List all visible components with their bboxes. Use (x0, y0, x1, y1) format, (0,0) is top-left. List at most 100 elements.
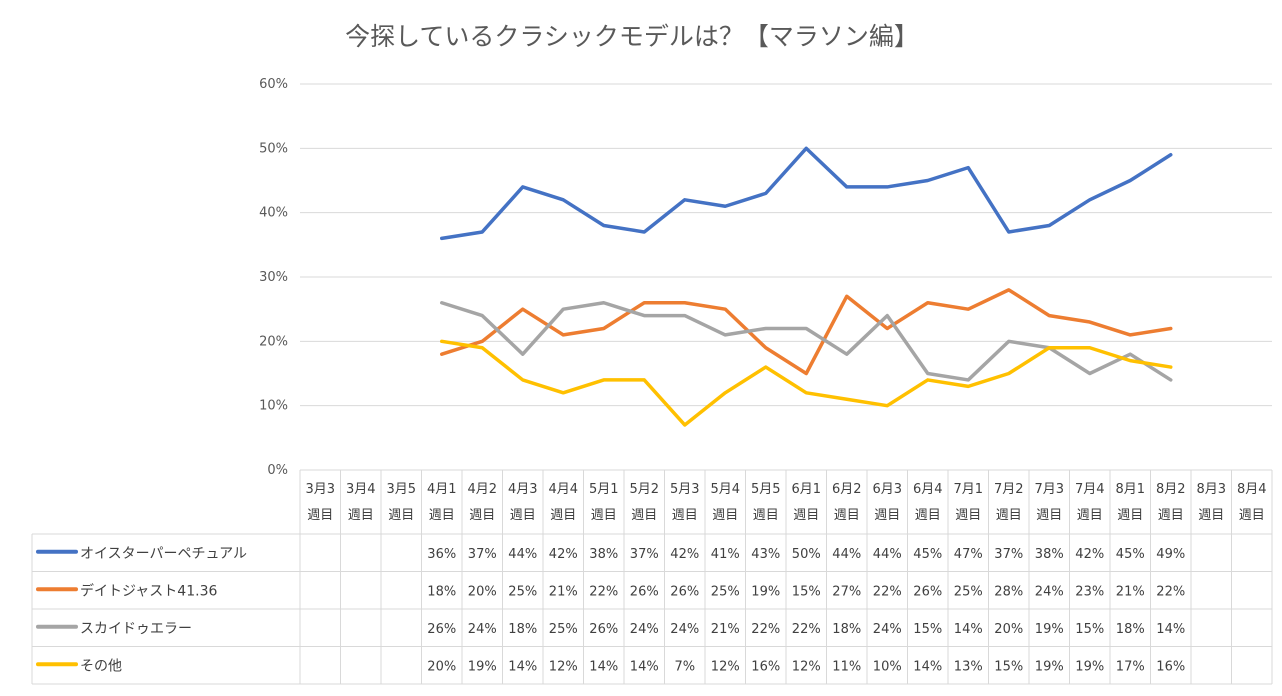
x-tick-label: 8月4 週目 (1237, 482, 1267, 523)
svg-text:8月3: 8月3 (1196, 482, 1226, 497)
svg-text:週目: 週目 (469, 508, 495, 523)
y-axis: 0% 10% 20% 30% 40% 50% 60% (259, 77, 288, 478)
svg-text:週目: 週目 (348, 508, 374, 523)
data-label: 25% (711, 584, 740, 599)
data-label: 14% (589, 659, 618, 674)
x-tick-label: 3月5 週目 (386, 482, 416, 523)
data-label: 13% (954, 659, 983, 674)
data-label: 27% (832, 584, 861, 599)
svg-text:週目: 週目 (1158, 508, 1184, 523)
series-lines (440, 146, 1173, 427)
svg-text:週目: 週目 (307, 508, 333, 523)
svg-text:8月4: 8月4 (1237, 482, 1267, 497)
svg-text:週目: 週目 (631, 508, 657, 523)
data-label: 26% (630, 584, 659, 599)
x-tick-label: 8月1 週目 (1115, 482, 1145, 523)
svg-text:7月2: 7月2 (994, 482, 1024, 497)
x-tick-label: 4月1 週目 (427, 482, 457, 523)
x-tick-label: 5月3 週目 (670, 482, 700, 523)
svg-text:4月4: 4月4 (548, 482, 578, 497)
svg-text:7月1: 7月1 (953, 482, 983, 497)
x-tick-label: 5月5 週目 (751, 482, 781, 523)
svg-text:週目: 週目 (591, 508, 617, 523)
data-label: 7% (674, 659, 695, 674)
data-label: 43% (751, 547, 780, 562)
x-tick-label: 6月3 週目 (872, 482, 902, 523)
data-label: 23% (1075, 584, 1104, 599)
svg-text:週目: 週目 (1117, 508, 1143, 523)
data-label: 25% (508, 584, 537, 599)
data-label: 15% (792, 584, 821, 599)
data-label: 24% (630, 622, 659, 637)
svg-text:5月3: 5月3 (670, 482, 700, 497)
svg-text:6月1: 6月1 (791, 482, 821, 497)
data-label: 22% (873, 584, 902, 599)
data-label: 26% (913, 584, 942, 599)
data-label: 18% (1116, 622, 1145, 637)
y-tick-label: 10% (259, 399, 288, 414)
y-tick-label: 0% (267, 463, 288, 478)
svg-text:週目: 週目 (955, 508, 981, 523)
data-label: 24% (1035, 584, 1064, 599)
data-label: 21% (1116, 584, 1145, 599)
data-label: 14% (1156, 622, 1185, 637)
svg-text:5月4: 5月4 (710, 482, 740, 497)
svg-text:週目: 週目 (793, 508, 819, 523)
svg-text:週目: 週目 (834, 508, 860, 523)
data-label: 15% (1075, 622, 1104, 637)
data-label: 47% (954, 547, 983, 562)
x-tick-label: 6月4 週目 (913, 482, 943, 523)
data-label: 14% (913, 659, 942, 674)
y-tick-label: 40% (259, 206, 288, 221)
data-label: 28% (994, 584, 1023, 599)
data-label: 20% (468, 584, 497, 599)
series-line (440, 288, 1173, 376)
svg-text:5月5: 5月5 (751, 482, 781, 497)
data-label: 26% (670, 584, 699, 599)
svg-text:6月3: 6月3 (872, 482, 902, 497)
data-label: 24% (670, 622, 699, 637)
data-label: 22% (1156, 584, 1185, 599)
svg-text:3月5: 3月5 (386, 482, 416, 497)
svg-text:6月2: 6月2 (832, 482, 862, 497)
data-label: 26% (427, 622, 456, 637)
x-tick-label: 7月4 週目 (1075, 482, 1105, 523)
svg-text:週目: 週目 (672, 508, 698, 523)
data-label: 19% (468, 659, 497, 674)
svg-text:週目: 週目 (915, 508, 941, 523)
data-label: 16% (751, 659, 780, 674)
legend-label: スカイドゥエラー (80, 621, 192, 637)
svg-text:週目: 週目 (874, 508, 900, 523)
svg-text:7月3: 7月3 (1034, 482, 1064, 497)
data-label: 37% (630, 547, 659, 562)
svg-text:週目: 週目 (1198, 508, 1224, 523)
x-tick-label: 7月3 週目 (1034, 482, 1064, 523)
data-label: 14% (630, 659, 659, 674)
data-label: 49% (1156, 547, 1185, 562)
svg-text:7月4: 7月4 (1075, 482, 1105, 497)
svg-text:週目: 週目 (1239, 508, 1265, 523)
x-tick-label: 5月2 週目 (629, 482, 659, 523)
data-label: 21% (711, 622, 740, 637)
data-label: 12% (549, 659, 578, 674)
data-label: 14% (508, 659, 537, 674)
svg-text:5月2: 5月2 (629, 482, 659, 497)
data-label: 44% (832, 547, 861, 562)
svg-text:週目: 週目 (996, 508, 1022, 523)
data-label: 41% (711, 547, 740, 562)
data-label: 22% (751, 622, 780, 637)
data-label: 42% (549, 547, 578, 562)
data-table: 3月3 週目 3月4 週目 3月5 週目 4月1 週目 4月2 週目 4月3 週目 4月4 週目 5月1 週目… (31, 469, 1273, 685)
x-tick-label: 7月2 週目 (994, 482, 1024, 523)
y-tick-label: 20% (259, 334, 288, 349)
x-tick-label: 3月3 週目 (305, 482, 335, 523)
data-label: 20% (427, 659, 456, 674)
svg-text:8月1: 8月1 (1115, 482, 1145, 497)
data-label: 16% (1156, 659, 1185, 674)
y-tick-label: 60% (259, 77, 288, 92)
data-label: 38% (1035, 547, 1064, 562)
data-label: 37% (994, 547, 1023, 562)
x-tick-label: 4月3 週目 (508, 482, 538, 523)
svg-text:週目: 週目 (712, 508, 738, 523)
data-label: 18% (427, 584, 456, 599)
